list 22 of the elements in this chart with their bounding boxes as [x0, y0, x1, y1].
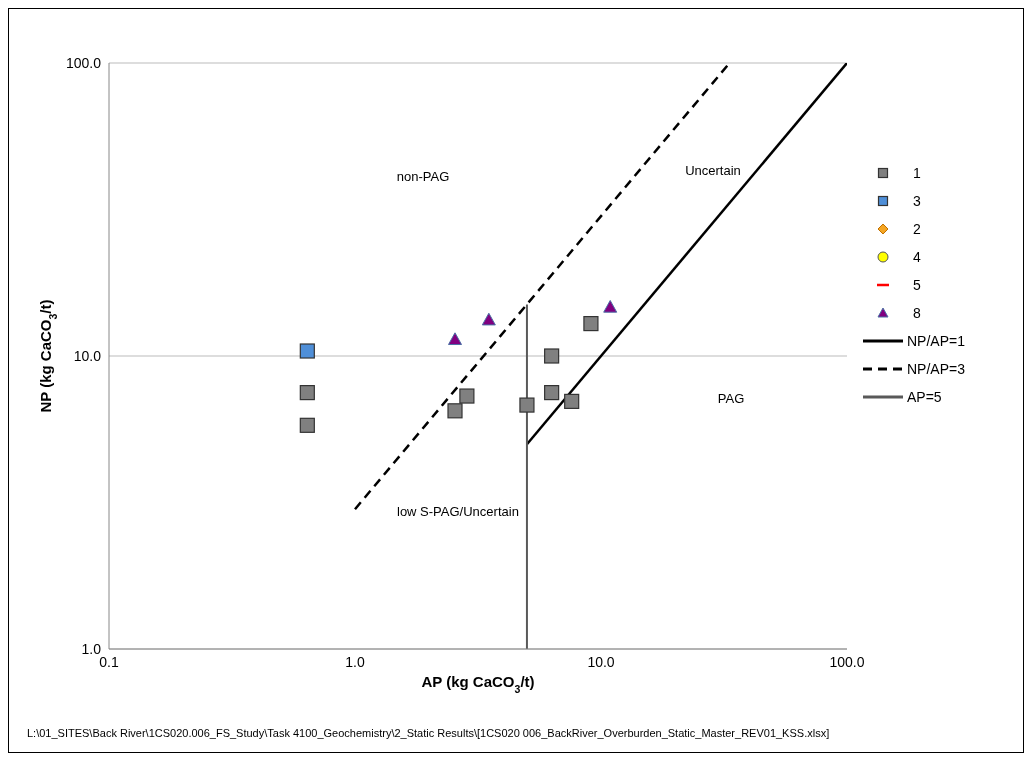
legend-label: 4 [913, 249, 921, 265]
legend-label: NP/AP=1 [907, 333, 965, 349]
text: L:\01_SITES\Back River\1CS020.006_FS_Study\Task 4100_Geochemistry\2_Static Results\[1CS020 006_BackRiver_Overburden_Static_Master_REV01_KSS.xlsx] [27, 727, 830, 739]
legend-label: AP=5 [907, 389, 942, 405]
annotation: PAG [717, 391, 745, 406]
legend-label: 1 [913, 165, 921, 181]
legend-label: NP/AP=3 [907, 361, 965, 377]
y-tick-label: 10.0 [73, 347, 102, 364]
x-axis-title: AP (kg CaCO$_{3}$/t) [421, 673, 535, 695]
legend-label: 2 [913, 221, 921, 237]
y-tick-label: 1.0 [81, 640, 102, 657]
x-tick-label: 100.0 [829, 653, 865, 670]
x-tick-label: 1.0 [345, 653, 365, 670]
x-tick-label: 0.1 [99, 653, 119, 670]
x-tick-label: 10.0 [587, 653, 615, 670]
annotation: non-PAG [396, 169, 450, 184]
legend-label: 3 [913, 193, 921, 209]
annotation: Uncertain [685, 163, 741, 178]
annotation: low S-PAG/Uncertain [397, 504, 519, 519]
y-tick-label: 100.0 [65, 54, 102, 71]
legend-label: 8 [913, 305, 921, 321]
legend-label: 5 [913, 277, 921, 293]
